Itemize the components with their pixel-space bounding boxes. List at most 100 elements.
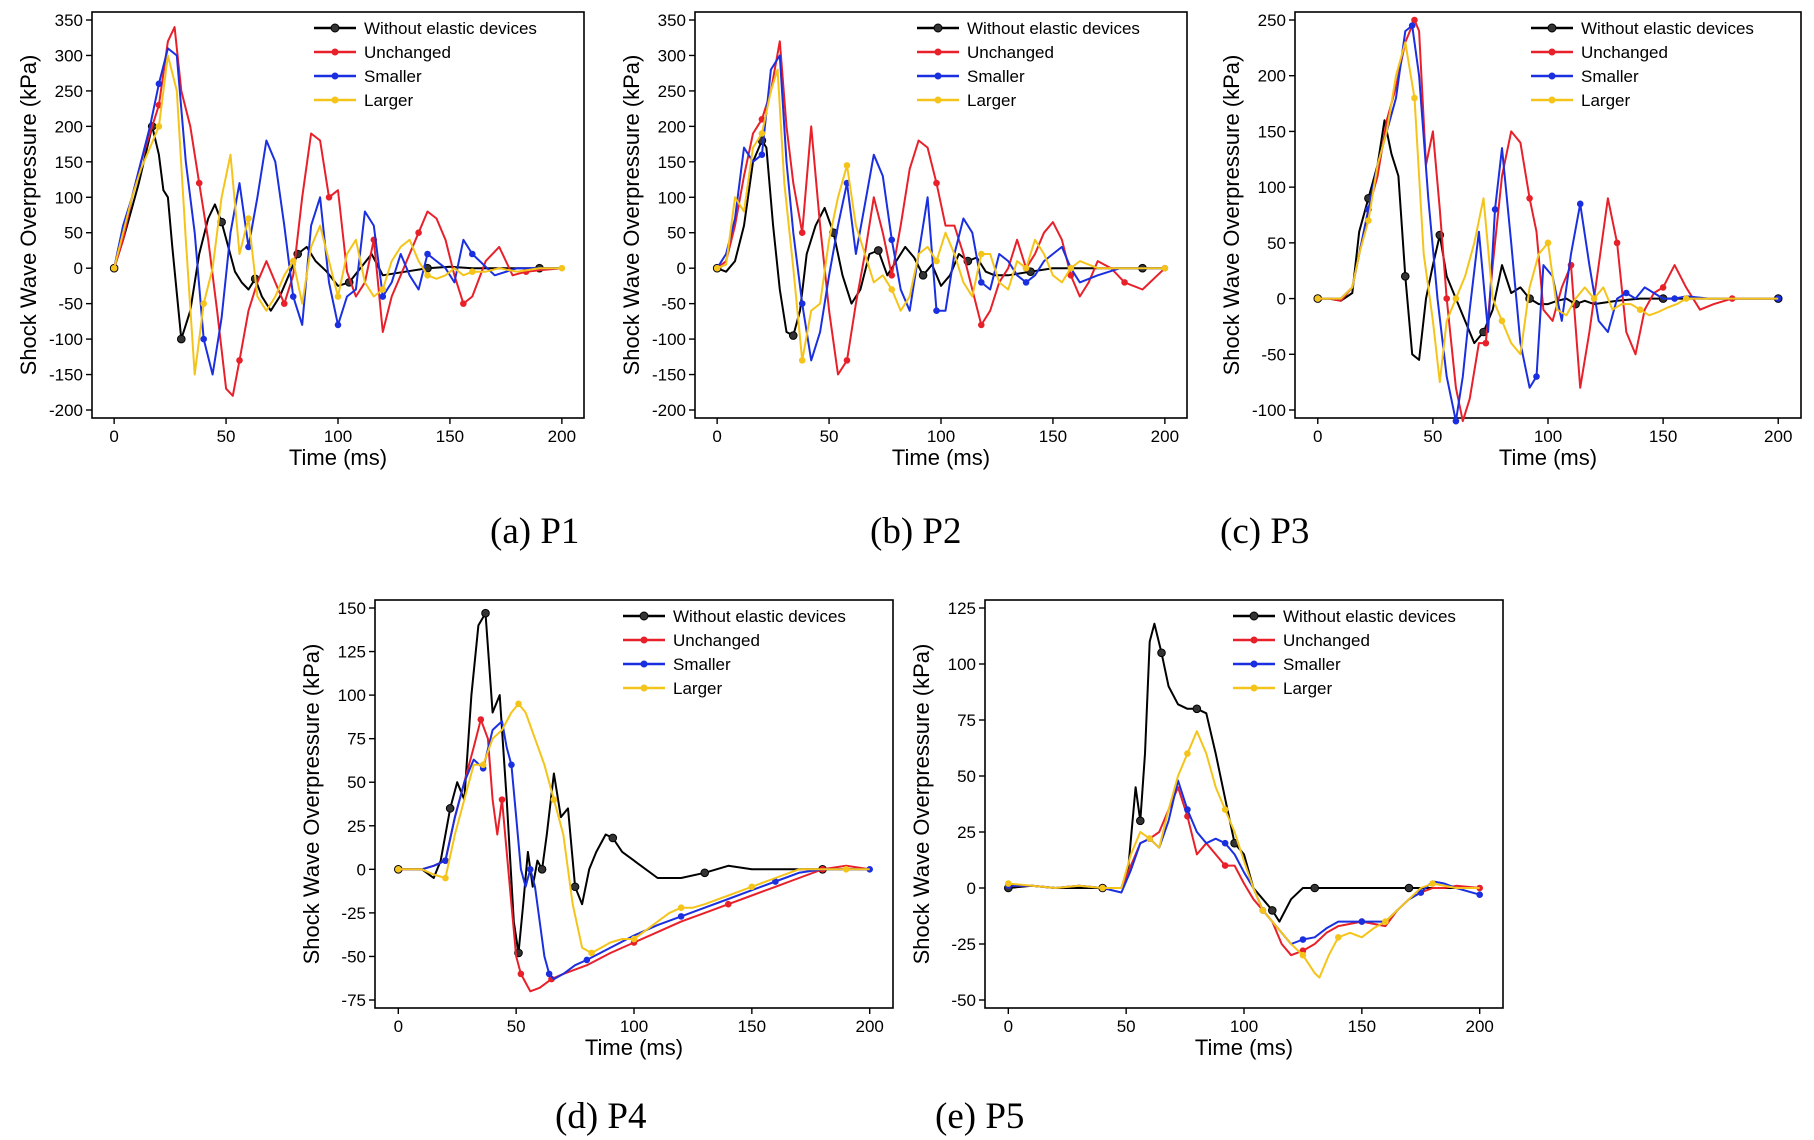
data-point	[481, 608, 490, 618]
x-tick-label: 50	[1423, 427, 1442, 446]
legend-label: Smaller	[967, 67, 1025, 86]
data-point	[1671, 295, 1678, 302]
data-point	[155, 123, 163, 130]
data-point	[1452, 295, 1460, 302]
caption-p1: (a) P1	[490, 511, 580, 552]
y-tick-label: 300	[658, 46, 686, 65]
data-point	[874, 246, 883, 255]
y-tick-label: 0	[1277, 290, 1286, 309]
data-point	[1682, 295, 1690, 302]
y-axis-label: Shock Wave Overpressure (kPa)	[16, 55, 41, 376]
legend-marker	[1249, 611, 1259, 621]
y-tick-label: 100	[1258, 178, 1286, 197]
data-point	[1429, 880, 1436, 887]
data-point	[1184, 806, 1191, 813]
legend-label: Larger	[1283, 679, 1332, 698]
legend-label: Without elastic devices	[364, 19, 537, 38]
data-point	[933, 179, 940, 187]
y-tick-label: 50	[347, 773, 366, 792]
data-point	[498, 796, 506, 803]
legend-marker	[640, 684, 648, 692]
caption-p2: (b) P2	[870, 511, 962, 552]
data-point	[1099, 884, 1106, 892]
series-line-3	[398, 720, 870, 981]
data-point	[798, 300, 806, 307]
data-point	[379, 286, 387, 293]
legend-marker	[330, 23, 340, 33]
x-tick-label: 0	[1004, 1017, 1013, 1036]
y-tick-label: 300	[55, 46, 83, 65]
chart-p4: -75 -50 -25 0 25 50 75 100 125 150 0 50 100 150 200 Tim…	[299, 599, 894, 1060]
data-point	[479, 761, 487, 769]
data-point	[758, 151, 766, 159]
legend-label: Smaller	[1581, 67, 1639, 86]
data-point	[798, 229, 806, 237]
legend-marker	[1250, 636, 1258, 644]
y-axis-label: Shock Wave Overpressure (kPa)	[299, 644, 324, 965]
data-point	[280, 300, 288, 307]
y-tick-label: 0	[967, 879, 976, 898]
y-tick-label: 0	[74, 259, 83, 278]
chart-p5: -50 -25 0 25 50 75 100 125 0 50 100 150 200 Time (ms)…	[909, 599, 1504, 1060]
x-tick-label: 150	[1649, 427, 1677, 446]
x-tick-label: 0	[394, 1017, 403, 1036]
y-tick-label: 100	[658, 188, 686, 207]
data-point	[1417, 889, 1425, 896]
legend-marker	[1250, 684, 1258, 692]
legend-label: Without elastic devices	[1581, 19, 1754, 38]
x-tick-label: 100	[927, 427, 955, 446]
legend-label: Without elastic devices	[673, 607, 846, 626]
data-point	[550, 796, 558, 803]
x-tick-label: 100	[620, 1017, 648, 1036]
y-tick-label: -25	[951, 935, 976, 954]
data-point	[1498, 317, 1506, 325]
data-point	[1382, 918, 1389, 925]
y-tick-label: -50	[341, 947, 366, 966]
legend-label: Smaller	[364, 67, 422, 86]
legend-label: Larger	[364, 91, 413, 110]
data-point	[1408, 22, 1416, 29]
data-point	[933, 307, 940, 315]
caption-p3: (c) P3	[1220, 511, 1310, 552]
data-point	[424, 271, 431, 279]
y-tick-label: 125	[948, 599, 976, 618]
legend-label: Unchanged	[1581, 43, 1668, 62]
data-point	[1358, 918, 1366, 925]
x-tick-label: 0	[712, 427, 721, 446]
data-point	[526, 866, 534, 873]
data-point	[508, 761, 515, 769]
y-tick-label: -150	[652, 366, 686, 385]
data-point	[236, 357, 243, 364]
y-tick-label: 50	[667, 224, 686, 243]
caption-p4: (d) P4	[555, 1096, 647, 1137]
legend-marker	[1547, 23, 1557, 33]
y-tick-label: -100	[49, 330, 83, 349]
data-point	[788, 331, 798, 340]
y-tick-label: 100	[948, 655, 976, 674]
data-point	[888, 271, 896, 279]
data-point	[1192, 704, 1202, 714]
x-tick-label: 100	[324, 427, 352, 446]
data-point	[1299, 936, 1307, 943]
y-tick-label: 0	[677, 259, 686, 278]
legend-marker	[640, 636, 648, 644]
x-tick-label: 50	[1117, 1017, 1136, 1036]
y-tick-label: -50	[58, 295, 83, 314]
data-point	[1310, 883, 1320, 893]
data-point	[334, 293, 342, 300]
x-tick-label: 50	[507, 1017, 526, 1036]
series-line-4	[716, 68, 1165, 362]
data-point	[1157, 648, 1166, 658]
x-tick-label: 200	[548, 427, 576, 446]
x-tick-label: 100	[1230, 1017, 1258, 1036]
legend-marker	[1548, 72, 1556, 80]
data-point	[155, 80, 163, 88]
data-point	[977, 279, 985, 286]
data-point	[1411, 94, 1418, 102]
data-point	[677, 913, 685, 920]
data-point	[1221, 839, 1229, 847]
data-point	[1135, 816, 1145, 826]
x-axis-label: Time (ms)	[289, 445, 387, 470]
data-point	[176, 334, 186, 344]
legend-marker	[331, 72, 339, 80]
